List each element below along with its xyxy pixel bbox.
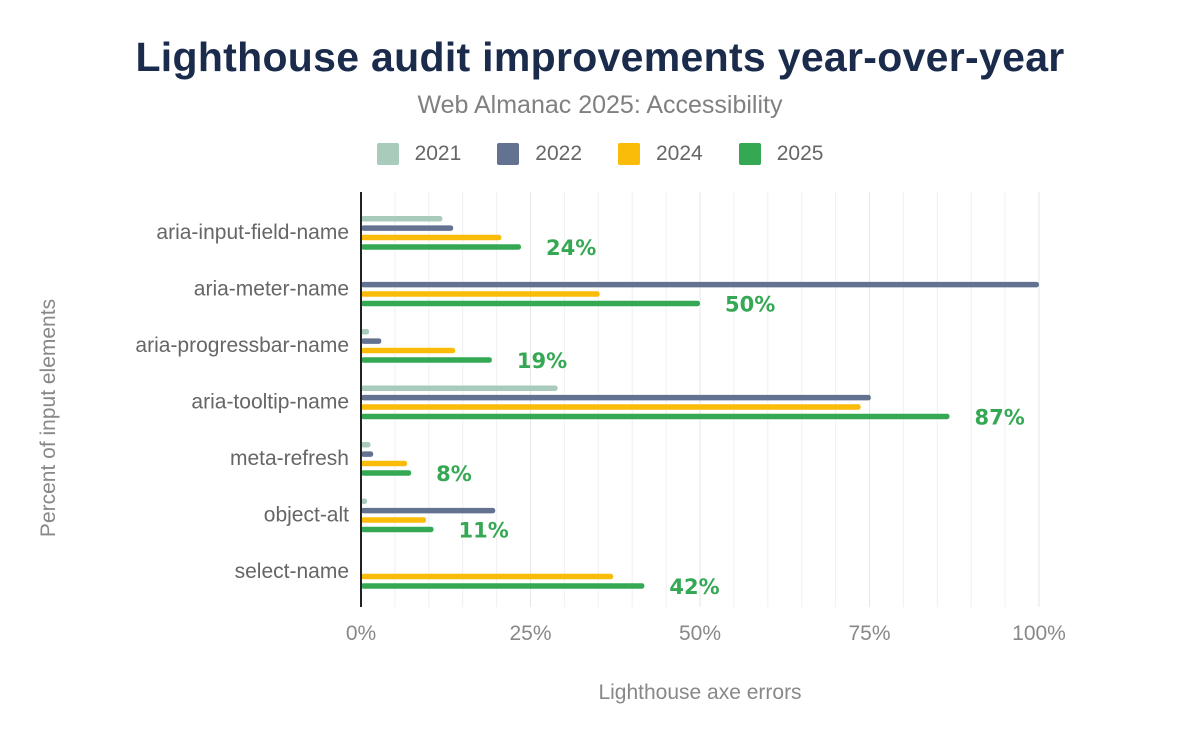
- chart-title: Lighthouse audit improvements year-over-…: [135, 34, 1065, 80]
- chart-subtitle: Web Almanac 2025: Accessibility: [417, 91, 783, 119]
- bar-2025-aria-meter-name: [361, 300, 700, 307]
- bar-2025-object-alt: [361, 526, 434, 533]
- bar-2025-aria-tooltip-name: [361, 413, 950, 420]
- bar-2024-aria-meter-name: [361, 291, 600, 297]
- category-label-aria-progressbar-name: aria-progressbar-name: [135, 334, 349, 357]
- bar-2022-aria-progressbar-name: [361, 338, 382, 344]
- legend-label-2022: 2022: [535, 142, 582, 165]
- legend-swatch-2022: [497, 143, 520, 165]
- legend-item-2025[interactable]: 2025: [738, 142, 824, 166]
- bar-2022-object-alt: [361, 507, 496, 514]
- bar-2022-aria-meter-name: [361, 281, 1039, 288]
- legend-label-2021: 2021: [414, 142, 462, 165]
- data-label-aria-meter-name: 50%: [725, 292, 775, 316]
- category-label-select-name: select-name: [235, 560, 349, 583]
- bar-2024-object-alt: [361, 517, 427, 523]
- y-axis-label: Percent of input elements: [37, 299, 60, 537]
- category-label-meta-refresh: meta-refresh: [230, 447, 349, 470]
- bar-2024-aria-progressbar-name: [361, 347, 456, 354]
- legend-swatch-2025: [738, 143, 761, 165]
- legend-swatch-2024: [618, 143, 640, 165]
- bar-2021-object-alt: [361, 498, 368, 504]
- data-label-object-alt: 11%: [459, 518, 509, 542]
- data-label-select-name: 42%: [669, 575, 719, 599]
- bar-2021-aria-tooltip-name: [361, 385, 558, 391]
- bar-2022-aria-tooltip-name: [361, 394, 871, 401]
- x-tick-label: 50%: [679, 622, 721, 645]
- data-label-aria-progressbar-name: 19%: [517, 349, 567, 373]
- legend-item-2021[interactable]: 2021: [376, 142, 462, 166]
- bar-2022-aria-input-field-name: [361, 225, 454, 231]
- category-label-aria-meter-name: aria-meter-name: [194, 278, 349, 301]
- bar-2024-meta-refresh: [361, 460, 408, 467]
- legend-item-2022[interactable]: 2022: [497, 142, 582, 166]
- category-label-object-alt: object-alt: [264, 504, 349, 527]
- legend-label-2025: 2025: [776, 142, 824, 165]
- category-label-aria-input-field-name: aria-input-field-name: [156, 221, 349, 244]
- legend-swatch-2021: [376, 143, 399, 165]
- bar-2024-aria-input-field-name: [361, 234, 502, 241]
- x-tick-label: 75%: [848, 622, 890, 645]
- bar-2024-select-name: [361, 573, 614, 580]
- bar-2025-aria-progressbar-name: [361, 357, 492, 363]
- data-label-aria-input-field-name: 24%: [546, 236, 596, 260]
- x-tick-label: 0%: [346, 622, 376, 645]
- x-axis-label: Lighthouse axe errors: [598, 681, 801, 704]
- bar-2022-meta-refresh: [361, 451, 374, 457]
- data-label-aria-tooltip-name: 87%: [975, 405, 1025, 429]
- bar-2024-aria-tooltip-name: [361, 404, 861, 410]
- bar-2025-select-name: [361, 583, 645, 589]
- legend-label-2024: 2024: [656, 142, 703, 165]
- bar-2021-aria-progressbar-name: [361, 329, 370, 335]
- data-label-meta-refresh: 8%: [436, 462, 472, 486]
- x-tick-label: 25%: [509, 622, 551, 645]
- bar-2025-aria-input-field-name: [361, 244, 522, 250]
- chart-legend: 2021 2022 2024 2025: [0, 142, 1200, 166]
- x-tick-label: 100%: [1012, 622, 1066, 645]
- bar-2021-meta-refresh: [361, 442, 371, 448]
- bar-2021-aria-input-field-name: [361, 216, 443, 222]
- bar-2025-meta-refresh: [361, 470, 412, 476]
- legend-item-2024[interactable]: 2024: [618, 142, 703, 166]
- category-label-aria-tooltip-name: aria-tooltip-name: [191, 391, 349, 414]
